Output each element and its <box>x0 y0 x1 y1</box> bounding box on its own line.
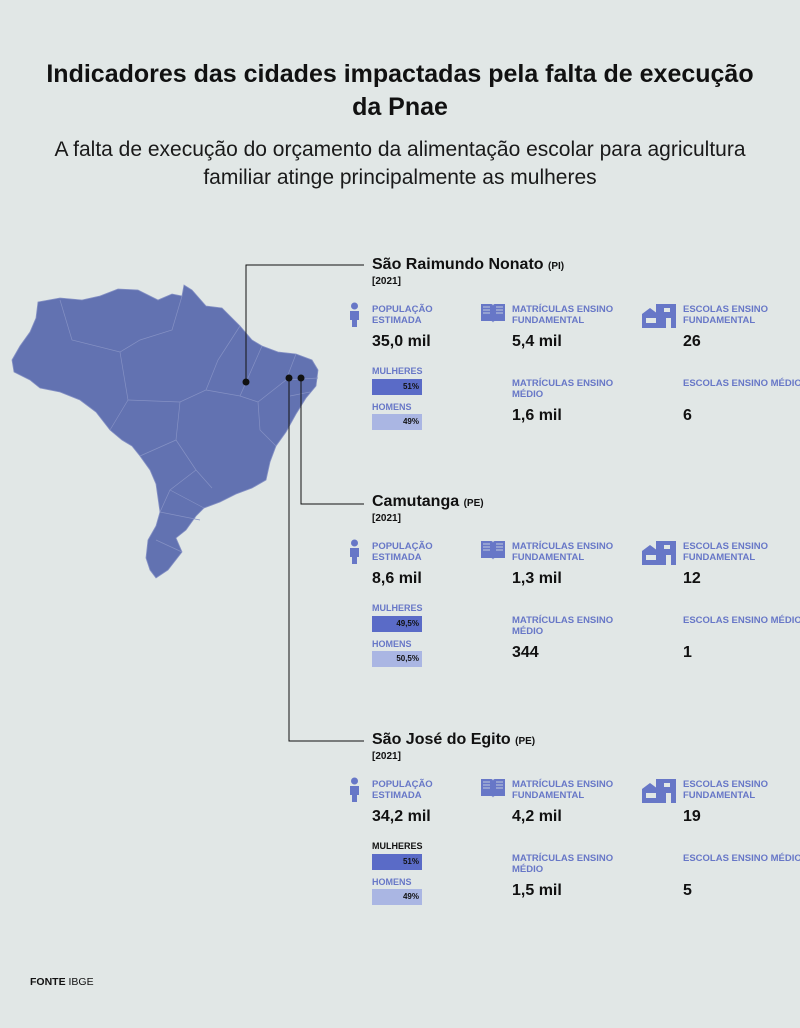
city-markers <box>242 374 305 386</box>
city-state: (PI) <box>548 261 565 272</box>
schools-fund-value: 19 <box>683 808 701 825</box>
population-label: POPULAÇÃO ESTIMADA <box>372 541 433 563</box>
source-value: IBGE <box>68 976 94 988</box>
city-year: [2021] <box>372 513 401 524</box>
marker-sao-jose-do-egito <box>285 374 293 382</box>
enroll-fund-value: 1,3 mil <box>512 570 562 587</box>
men-bar: 49% <box>372 889 422 905</box>
city-year: [2021] <box>372 276 401 287</box>
enroll-med-label: MATRÍCULAS ENSINO MÉDIO <box>512 615 614 637</box>
women-label: MULHERES <box>372 841 423 851</box>
book-icon <box>481 779 505 798</box>
schools-med-label: ESCOLAS ENSINO MÉDIO <box>683 378 800 389</box>
enroll-fund-label: MATRÍCULAS ENSINO FUNDAMENTAL <box>512 779 614 801</box>
brazil-shape <box>11 284 319 579</box>
school-icon <box>642 779 676 803</box>
city-state: (PE) <box>515 736 536 747</box>
enroll-med-value: 1,6 mil <box>512 407 562 424</box>
page-subtitle: A falta de execução do orçamento da alim… <box>54 138 746 189</box>
schools-fund-label: ESCOLAS ENSINO FUNDAMENTAL <box>683 304 768 326</box>
women-bar: 51% <box>372 379 422 395</box>
enroll-med-label: MATRÍCULAS ENSINO MÉDIO <box>512 853 614 875</box>
city-name: São Raimundo Nonato (PI) <box>372 256 564 274</box>
person-icon <box>350 302 359 327</box>
city-card-sao-jose-do-egito: São José do Egito (PE) [2021] POPULAÇÃO … <box>0 731 800 931</box>
source-label: FONTE <box>30 976 66 988</box>
connector-sao-jose-do-egito <box>288 378 364 742</box>
population-value: 34,2 mil <box>372 808 431 825</box>
men-label: HOMENS <box>372 877 412 887</box>
city-card-camutanga: Camutanga (PE) [2021] POPULAÇÃO ESTIMADA… <box>0 493 800 693</box>
schools-med-label: ESCOLAS ENSINO MÉDIO <box>683 853 800 864</box>
city-name-text: São José do Egito <box>372 731 511 748</box>
enroll-med-label: MATRÍCULAS ENSINO MÉDIO <box>512 378 614 400</box>
enroll-fund-value: 4,2 mil <box>512 808 562 825</box>
marker-camutanga <box>297 374 305 382</box>
population-value: 8,6 mil <box>372 570 422 587</box>
book-icon <box>481 304 505 323</box>
city-card-sao-raimundo-nonato: São Raimundo Nonato (PI) [2021] POPULAÇÃ… <box>0 256 800 456</box>
schools-fund-value: 12 <box>683 570 701 587</box>
city-name-text: Camutanga <box>372 493 460 510</box>
population-label: POPULAÇÃO ESTIMADA <box>372 779 433 801</box>
person-icon <box>350 539 359 564</box>
schools-fund-value: 26 <box>683 333 701 350</box>
population-label: POPULAÇÃO ESTIMADA <box>372 304 433 326</box>
connector-lines <box>245 264 364 742</box>
marker-sao-raimundo-nonato <box>242 378 250 386</box>
school-icon <box>642 541 676 565</box>
page-title: Indicadores das cidades impactadas pela … <box>46 60 754 121</box>
source-note: FONTE IBGE <box>30 976 94 988</box>
men-bar: 49% <box>372 414 422 430</box>
women-bar: 51% <box>372 854 422 870</box>
schools-fund-label: ESCOLAS ENSINO FUNDAMENTAL <box>683 541 768 563</box>
book-icon <box>481 541 505 560</box>
schools-med-value: 1 <box>683 644 692 661</box>
women-label: MULHERES <box>372 603 423 613</box>
enroll-med-value: 344 <box>512 644 539 661</box>
school-icon <box>642 304 676 328</box>
population-value: 35,0 mil <box>372 333 431 350</box>
city-state: (PE) <box>463 498 484 509</box>
enroll-fund-value: 5,4 mil <box>512 333 562 350</box>
city-year: [2021] <box>372 751 401 762</box>
enroll-med-value: 1,5 mil <box>512 882 562 899</box>
schools-med-value: 6 <box>683 407 692 424</box>
schools-med-value: 5 <box>683 882 692 899</box>
city-name: São José do Egito (PE) <box>372 731 535 749</box>
city-name-text: São Raimundo Nonato <box>372 256 544 273</box>
men-bar: 50,5% <box>372 651 422 667</box>
connector-camutanga <box>300 378 364 505</box>
enroll-fund-label: MATRÍCULAS ENSINO FUNDAMENTAL <box>512 304 614 326</box>
connector-sao-raimundo-nonato <box>245 264 364 382</box>
schools-fund-label: ESCOLAS ENSINO FUNDAMENTAL <box>683 779 768 801</box>
men-label: HOMENS <box>372 402 412 412</box>
enroll-fund-label: MATRÍCULAS ENSINO FUNDAMENTAL <box>512 541 614 563</box>
women-label: MULHERES <box>372 366 423 376</box>
city-name: Camutanga (PE) <box>372 493 484 511</box>
women-bar: 49,5% <box>372 616 422 632</box>
schools-med-label: ESCOLAS ENSINO MÉDIO <box>683 615 800 626</box>
men-label: HOMENS <box>372 639 412 649</box>
person-icon <box>350 777 359 802</box>
